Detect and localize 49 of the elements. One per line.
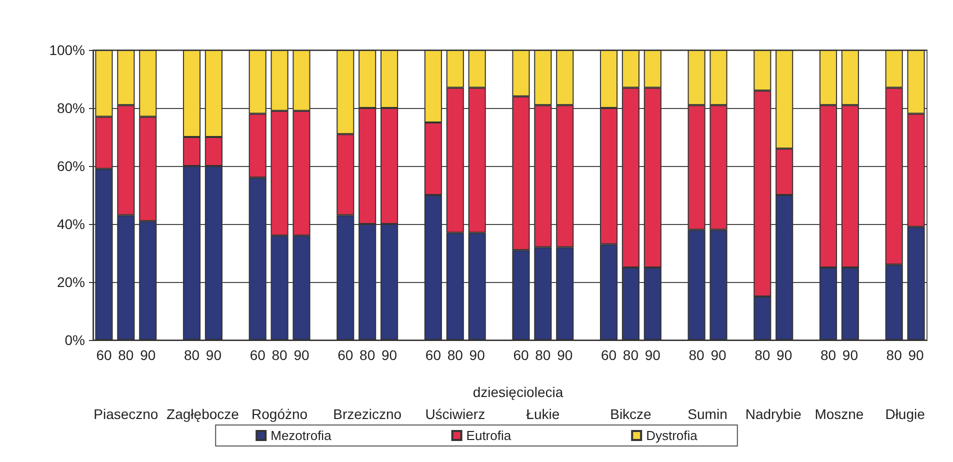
x-tick-label: 80 <box>688 347 705 363</box>
text: Sumin <box>688 406 728 422</box>
y-tick-label: 40% <box>56 216 85 232</box>
x-tick-label: 60 <box>96 347 112 363</box>
x-tick-label: 90 <box>908 347 924 363</box>
text: Nadrybie <box>745 406 802 422</box>
x-tick-label: 80 <box>535 347 551 363</box>
x-tick-label: 90 <box>557 347 573 363</box>
text: Uściwierz <box>425 406 486 422</box>
y-tick-label: 0% <box>64 332 85 348</box>
x-tick-label: 60 <box>513 347 529 363</box>
x-tick-label: 80 <box>754 347 770 363</box>
text: Łukie <box>526 406 560 422</box>
x-tick-label: 90 <box>710 347 726 363</box>
y-tick-label: 100% <box>49 42 85 58</box>
x-tick-label: 60 <box>250 347 266 363</box>
x-tick-label: 90 <box>469 347 486 363</box>
legend-label: Eutrofia <box>466 428 512 443</box>
x-tick-label: 90 <box>294 347 310 363</box>
text: Moszne <box>814 406 864 422</box>
x-tick-label: 90 <box>842 347 858 363</box>
x-tick-label: 90 <box>644 347 661 363</box>
x-tick-label: 80 <box>886 347 902 363</box>
text: Rogóżno <box>252 406 308 422</box>
x-tick-label: 80 <box>118 347 134 363</box>
x-tick-label: 90 <box>140 347 156 363</box>
x-tick-label: 80 <box>184 347 200 363</box>
x-tick-label: 80 <box>272 347 288 363</box>
text: Zagłębocze <box>166 406 240 422</box>
x-tick-label: 90 <box>776 347 792 363</box>
y-tick-label: 60% <box>56 158 85 174</box>
x-tick-label: 80 <box>622 347 639 363</box>
text: Długie <box>885 406 926 422</box>
text: Piaseczno <box>94 406 158 422</box>
y-tick-label: 80% <box>56 100 85 116</box>
x-tick-label: 60 <box>425 347 442 363</box>
x-tick-label: 60 <box>600 347 617 363</box>
x-tick-label: 90 <box>206 347 222 363</box>
x-tick-label: 80 <box>820 347 836 363</box>
x-tick-label: 60 <box>338 347 354 363</box>
y-tick-label: 20% <box>56 274 85 290</box>
text: Brzeziczno <box>333 406 402 422</box>
legend-label: Mezotrofia <box>270 428 332 443</box>
x-tick-label: 80 <box>360 347 376 363</box>
x-tick-label: 80 <box>447 347 464 363</box>
text: Bikcze <box>610 406 652 422</box>
x-axis-title: dziesięciolecia <box>472 384 564 400</box>
x-tick-label: 90 <box>382 347 398 363</box>
legend-label: Dystrofia <box>646 428 698 443</box>
